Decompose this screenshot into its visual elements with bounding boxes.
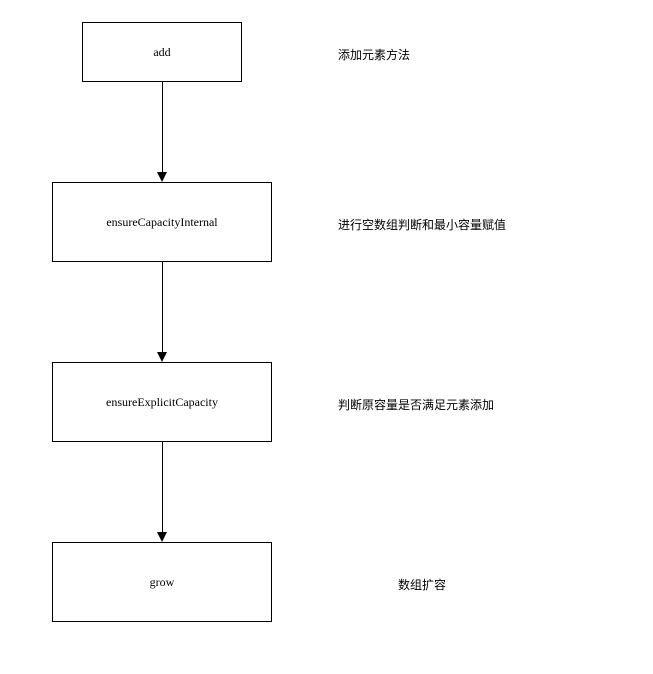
- edge-line: [162, 442, 163, 532]
- node-description: 判断原容量是否满足元素添加: [338, 396, 494, 413]
- node-label: ensureExplicitCapacity: [106, 395, 218, 410]
- node-label: ensureCapacityInternal: [106, 215, 217, 230]
- node-label: add: [153, 45, 170, 60]
- arrowhead-icon: [157, 352, 167, 362]
- flowchart-node-n1: add: [82, 22, 242, 82]
- flowchart-node-n3: ensureExplicitCapacity: [52, 362, 272, 442]
- arrowhead-icon: [157, 532, 167, 542]
- flowchart-node-n2: ensureCapacityInternal: [52, 182, 272, 262]
- node-description: 数组扩容: [398, 576, 446, 593]
- edge-line: [162, 82, 163, 172]
- node-description: 添加元素方法: [338, 46, 410, 63]
- flowchart-node-n4: grow: [52, 542, 272, 622]
- node-label: grow: [150, 575, 175, 590]
- edge-line: [162, 262, 163, 352]
- arrowhead-icon: [157, 172, 167, 182]
- node-description: 进行空数组判断和最小容量赋值: [338, 216, 506, 233]
